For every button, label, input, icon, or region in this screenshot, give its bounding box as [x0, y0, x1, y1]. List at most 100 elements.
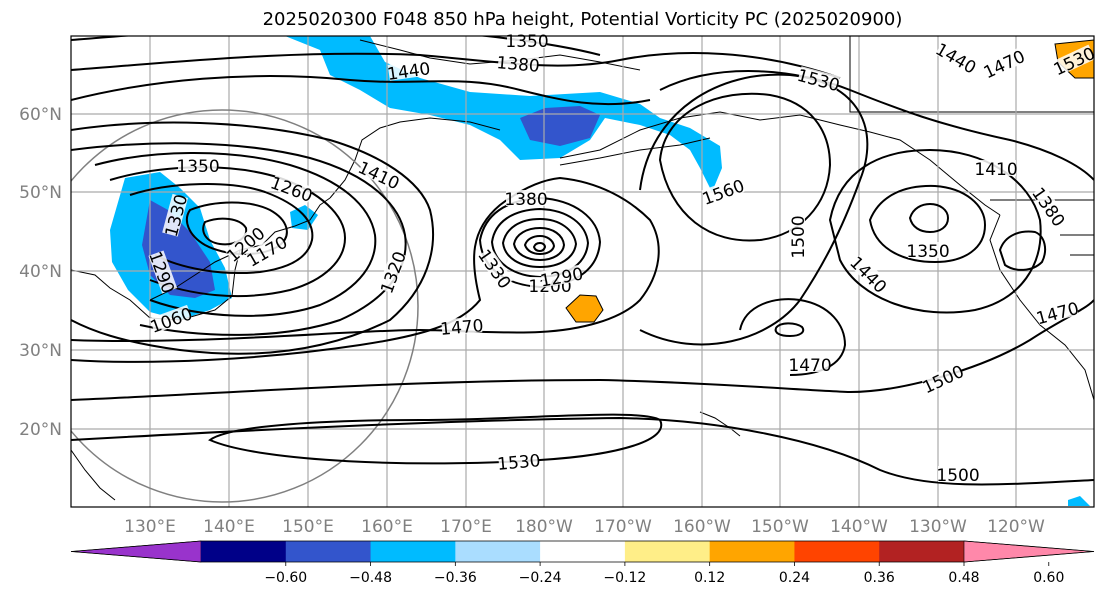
- contour-line: [71, 52, 841, 79]
- contour-label: 1320: [377, 249, 411, 296]
- colorbar-swatch: [455, 541, 541, 562]
- colorbar-swatch: [540, 541, 626, 562]
- colorbar-swatch: [370, 541, 456, 562]
- lat-tick-label: 40°N: [19, 262, 62, 282]
- contour-line: [208, 413, 663, 465]
- coastline-asia: [71, 197, 331, 321]
- contour-label: 1380: [504, 190, 547, 210]
- lon-tick-label: 130°W: [909, 517, 967, 537]
- contour-line: [490, 207, 590, 279]
- contour-label: 1350: [505, 32, 548, 52]
- contour-label: 1350: [906, 242, 949, 262]
- colorbar-swatch: [879, 541, 965, 562]
- plot-frame: [70, 35, 1095, 508]
- coastline-hawaii: [699, 411, 741, 437]
- colorbar-swatch: [624, 541, 711, 562]
- colorbar-swatch: [709, 541, 795, 562]
- contour-label: 1410: [974, 160, 1017, 180]
- latitude-axis: 60°N 50°N 40°N 30°N 20°N: [19, 105, 62, 440]
- contour-label: 1330: [473, 246, 514, 293]
- contour-line: [868, 184, 987, 264]
- contour-label: 1500: [920, 362, 968, 398]
- colorbar-tick-label: −0.36: [434, 570, 477, 586]
- contour-line: [71, 299, 1094, 401]
- coastline-north-america: [989, 214, 1094, 401]
- lon-tick-label: 170°W: [594, 517, 652, 537]
- lat-tick-label: 50°N: [19, 183, 62, 203]
- contour-label: 1470: [788, 356, 831, 376]
- contour-line: [532, 241, 547, 253]
- contour-label: 1380: [496, 53, 541, 77]
- contour-line: [639, 73, 869, 346]
- contour-label: 1500: [936, 466, 979, 486]
- pv-negative-core: [520, 106, 600, 146]
- contour-label: 1470: [439, 316, 484, 340]
- contour-label: 1440: [932, 40, 979, 79]
- contour-label: 1290: [539, 264, 585, 291]
- lon-tick-label: 120°W: [987, 517, 1045, 537]
- pv-negative-area: [1068, 496, 1090, 506]
- lon-tick-label: 150°W: [751, 517, 809, 537]
- contour-line: [998, 230, 1047, 271]
- contour-line: [828, 148, 1042, 314]
- contour-line: [71, 121, 434, 355]
- pv-negative-area: [290, 205, 318, 230]
- lon-tick-label: 140°W: [830, 517, 888, 537]
- contour-label: 1530: [496, 451, 541, 475]
- colorbar-tick-label: −0.12: [603, 570, 646, 586]
- lat-tick-label: 20°N: [19, 420, 62, 440]
- contour-line: [908, 202, 950, 234]
- contour-label: 1470: [1034, 299, 1081, 330]
- coastline-aleutians: [559, 137, 711, 166]
- colorbar-swatch: [285, 541, 372, 562]
- contour-line: [71, 142, 407, 336]
- contour-line: [129, 183, 314, 275]
- range-circle: [71, 109, 419, 503]
- colorbar-tick-label: −0.48: [349, 570, 392, 586]
- lon-tick-label: 180°W: [515, 517, 573, 537]
- contour-label: 1530: [795, 66, 842, 97]
- colorbar-tick-label: 0.36: [864, 570, 895, 586]
- coastline-bottom-left: [71, 449, 116, 501]
- lon-tick-label: 160°W: [673, 517, 731, 537]
- colorbar-tick-label: −0.60: [264, 570, 307, 586]
- lat-tick-label: 60°N: [19, 105, 62, 125]
- colorbar-swatch: [794, 541, 880, 562]
- colorbar-swatch: [201, 541, 287, 562]
- lat-tick-label: 30°N: [19, 341, 62, 361]
- lon-tick-label: 160°E: [361, 517, 413, 537]
- contour-line: [501, 217, 578, 269]
- contour-label: 1350: [176, 157, 219, 177]
- colorbar-tick-label: 0.24: [779, 570, 810, 586]
- colorbar-outline: [70, 540, 1095, 563]
- contour-label: 1470: [981, 47, 1029, 83]
- colorbar-extend-high: [963, 540, 1095, 563]
- contour-line: [658, 92, 832, 242]
- lon-tick-label: 170°E: [440, 517, 492, 537]
- contour-line: [512, 226, 566, 262]
- map-title: 2025020300 F048 850 hPa height, Potentia…: [262, 9, 903, 30]
- contour-line: [523, 234, 556, 256]
- lon-tick-label: 130°E: [124, 517, 176, 537]
- colorbar-extend-low: [70, 540, 202, 563]
- lon-tick-label: 150°E: [282, 517, 334, 537]
- colorbar-tick-label: 0.48: [948, 570, 979, 586]
- colorbar-tick-label: 0.12: [694, 570, 725, 586]
- pv-positive-area: [565, 294, 604, 323]
- lon-tick-label: 140°E: [203, 517, 255, 537]
- contour-line: [774, 322, 805, 338]
- contour-label: 1500: [789, 215, 809, 258]
- longitude-axis: 130°E 140°E 150°E 160°E 170°E 180°W 170°W 160°W…: [124, 517, 1045, 537]
- colorbar-tick-label: −0.24: [519, 570, 562, 586]
- canada-boundary: [849, 36, 1094, 113]
- contour-line: [659, 70, 1094, 181]
- contour-line: [94, 152, 377, 317]
- contour-line: [71, 176, 660, 363]
- contour-line: [71, 416, 1094, 486]
- contour-label: 1380: [1027, 184, 1068, 231]
- coastline-alaska: [559, 111, 1001, 216]
- colorbar: −0.60 −0.48 −0.36 −0.24 −0.12 0.12 0.24 0.36 0.4…: [70, 540, 1095, 586]
- colorbar-tick-label: 0.60: [1033, 570, 1064, 586]
- height-contours: [71, 36, 1094, 486]
